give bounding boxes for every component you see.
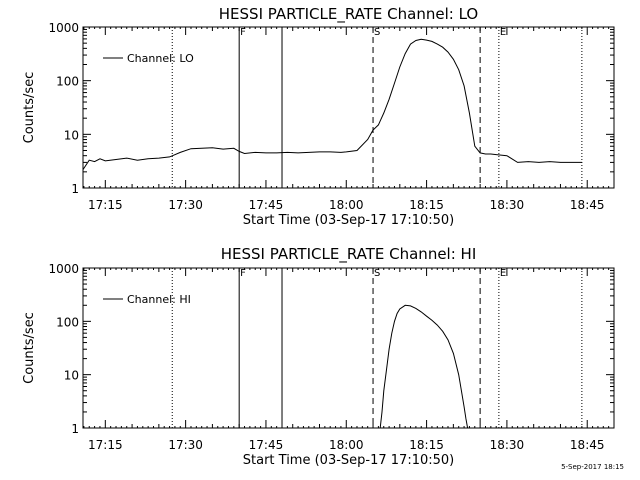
x-tick-label: 17:15 (88, 438, 123, 452)
chart-title: HESSI PARTICLE_RATE Channel: LO (219, 5, 478, 24)
event-marker-label: S (374, 268, 380, 279)
y-tick-label: 1000 (48, 262, 79, 276)
y-tick-label: 1 (71, 422, 79, 436)
x-axis-label: Start Time (03-Sep-17 17:10:50) (243, 213, 454, 228)
series-line (379, 304, 469, 429)
x-tick-label: 18:45 (570, 438, 605, 452)
x-tick-label: 17:45 (249, 198, 284, 212)
x-tick-label: 18:30 (490, 438, 525, 452)
event-marker-label: E (500, 27, 506, 38)
x-tick-label: 18:15 (409, 438, 444, 452)
plot-frame (82, 26, 615, 189)
event-marker-label: E (500, 268, 506, 279)
series-line (82, 38, 582, 170)
y-tick-label: 100 (56, 75, 79, 89)
x-tick-label: 18:15 (409, 198, 444, 212)
plot-frame (82, 267, 615, 429)
x-tick-label: 17:30 (168, 438, 203, 452)
footer-date: 5-Sep-2017 18:15 (561, 463, 624, 471)
chart-title: HESSI PARTICLE_RATE Channel: HI (221, 245, 477, 264)
event-marker-label: F (240, 27, 246, 38)
y-tick-label: 1 (71, 182, 79, 196)
legend-entry: Channel: HI (127, 293, 191, 306)
y-tick-label: 10 (64, 128, 79, 142)
x-tick-label: 17:30 (168, 198, 203, 212)
y-tick-label: 1000 (48, 21, 79, 35)
event-marker-label: F (240, 268, 246, 279)
y-axis-label: Counts/sec (22, 312, 37, 384)
x-tick-label: 18:45 (570, 198, 605, 212)
event-marker-label: S (374, 27, 380, 38)
x-tick-label: 18:00 (329, 198, 364, 212)
x-tick-label: 18:00 (329, 438, 364, 452)
y-tick-label: 10 (64, 369, 79, 383)
x-axis-label: Start Time (03-Sep-17 17:10:50) (243, 453, 454, 468)
x-tick-label: 17:45 (249, 438, 284, 452)
x-tick-label: 18:30 (490, 198, 525, 212)
legend-entry: Channel: LO (127, 52, 194, 65)
y-tick-label: 100 (56, 315, 79, 329)
y-axis-label: Counts/sec (22, 72, 37, 144)
x-tick-label: 17:15 (88, 198, 123, 212)
